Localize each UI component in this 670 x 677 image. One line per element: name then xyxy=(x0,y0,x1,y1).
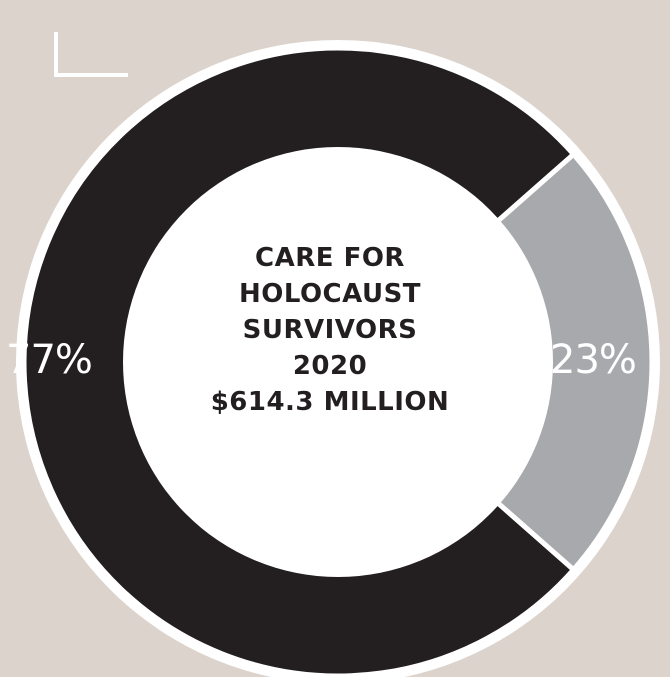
center-title-line-4: 2020 xyxy=(292,351,368,381)
corner-bracket-icon xyxy=(54,32,128,77)
center-title-line-5: $614.3 MILLION xyxy=(210,387,450,417)
chart-center-title: CARE FOR HOLOCAUST SURVIVORS 2020 $614.3… xyxy=(180,240,480,420)
center-title-line-1: CARE FOR xyxy=(255,243,405,273)
slice-label-77: 77% xyxy=(6,337,93,383)
center-title-line-2: HOLOCAUST xyxy=(238,279,422,309)
center-title-line-3: SURVIVORS xyxy=(242,315,418,345)
donut-center xyxy=(123,147,553,577)
slice-label-23: 23% xyxy=(550,337,637,383)
